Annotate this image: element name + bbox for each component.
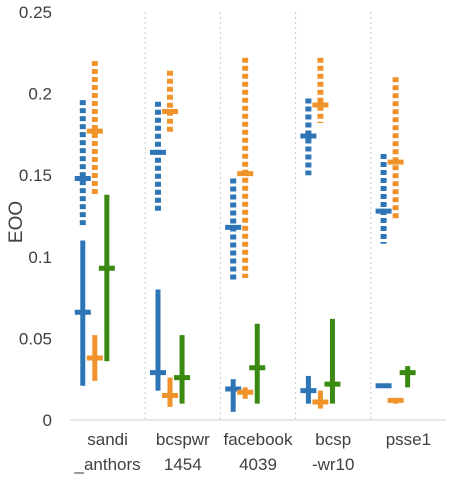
x-category-label: psse1	[386, 430, 431, 449]
y-tick-label: 0.1	[28, 248, 52, 267]
y-tick-label: 0.15	[19, 166, 52, 185]
x-category-label: 4039	[239, 455, 277, 474]
x-category-label: 1454	[164, 455, 202, 474]
y-tick-label: 0.05	[19, 329, 52, 348]
x-category-labels: sandi _anthors bcspwr 1454 facebook 4039 bcsp -…	[74, 430, 432, 474]
x-category-label: sandi	[87, 430, 128, 449]
category-separators	[144, 12, 372, 420]
y-axis-title: EOO	[6, 201, 27, 243]
y-tick-label: 0.25	[19, 3, 52, 22]
y-tick-label: 0	[43, 411, 52, 430]
x-category-label: bcspwr	[156, 430, 210, 449]
y-tick-label: 0.2	[28, 85, 52, 104]
x-category-label: bcsp	[315, 430, 351, 449]
x-category-label: -wr10	[312, 455, 355, 474]
x-category-label: _anthors	[74, 455, 141, 474]
range-marks	[74, 57, 416, 412]
y-tick-labels: 0 0.05 0.1 0.15 0.2 0.25	[19, 3, 52, 430]
x-category-label: facebook	[224, 430, 293, 449]
